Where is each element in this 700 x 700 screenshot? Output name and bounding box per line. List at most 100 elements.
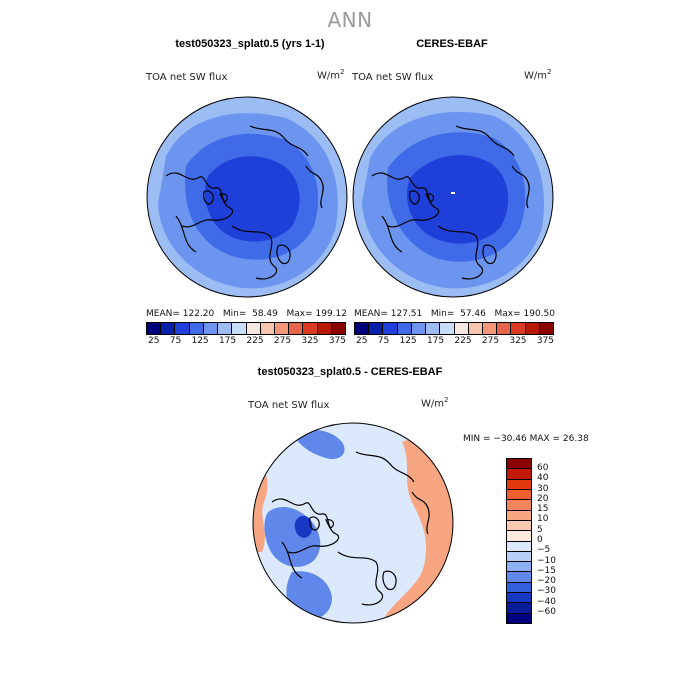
colorbar-tick-label: −10 [537, 555, 556, 566]
colorbar-tick-label: 175 [426, 336, 445, 346]
colorbar-tick-label: 25 [356, 336, 368, 346]
colorbar-model [146, 322, 346, 335]
colorbar-tick-label: 275 [273, 336, 292, 346]
colorbar-tick-label: −20 [537, 576, 556, 587]
colorbar-tick-label: 325 [301, 336, 319, 346]
colorbar-tick-label: 375 [536, 336, 554, 346]
colorbar-swatch [525, 323, 540, 334]
colorbar-tick-label: 275 [481, 336, 500, 346]
diff-fill-cool-strong [294, 515, 313, 538]
colorbar-swatch [482, 323, 498, 334]
colorbar-tick-label: 175 [218, 336, 237, 346]
colorbar-swatch [507, 613, 531, 623]
colorbar-obs [354, 322, 554, 335]
variable-label-diff: TOA net SW flux [248, 400, 330, 411]
colorbar-tick-label: 15 [537, 504, 549, 515]
colorbar-tick-label: 225 [454, 336, 472, 346]
colorbar-swatch [507, 562, 531, 573]
colorbar-swatch [369, 323, 384, 334]
variable-label-obs: TOA net SW flux [352, 72, 434, 83]
diff-fill-cool-upper [292, 429, 345, 460]
colorbar-tick-label: 30 [537, 483, 549, 494]
units-label-model: W/m2 [317, 68, 345, 82]
colorbar-tick-label: 75 [169, 336, 182, 346]
colorbar-swatch [161, 323, 176, 334]
colorbar-swatch [507, 593, 531, 604]
units-label-diff: W/m2 [421, 396, 449, 410]
colorbar-ticks-diff: 60 40 30 20 15 10 5 0 −5 −10 −15 −20 −30 −40 −60 [537, 463, 556, 617]
colorbar-tick-label: 10 [537, 514, 549, 525]
colorbar-swatch [507, 459, 531, 470]
diff-fill-warm-right [382, 423, 453, 623]
colorbar-swatch [468, 323, 483, 334]
colorbar-swatch [383, 323, 398, 334]
colorbar-swatch [175, 323, 190, 334]
colorbar-swatch [317, 323, 332, 334]
colorbar-swatch [507, 510, 531, 521]
colorbar-swatch [507, 489, 531, 501]
colorbar-tick-label: 0 [537, 534, 543, 545]
variable-label-model: TOA net SW flux [146, 72, 228, 83]
map-fill-core [406, 155, 509, 244]
colorbar-tick-label: 325 [509, 336, 527, 346]
colorbar-tick-label: 125 [191, 336, 209, 346]
colorbar-tick-label: 40 [537, 473, 549, 484]
colorbar-tick-label: 225 [246, 336, 264, 346]
polar-map-diff [252, 422, 454, 624]
colorbar-swatch [507, 551, 531, 563]
minmax-diff: MIN = −30.46 MAX = 26.38 [463, 434, 589, 444]
colorbar-swatch [507, 500, 531, 511]
colorbar-swatch [218, 323, 233, 334]
colorbar-tick-label: 20 [537, 493, 549, 504]
colorbar-diff [506, 458, 532, 624]
colorbar-swatch [147, 323, 162, 334]
colorbar-swatch [260, 323, 275, 334]
colorbar-swatch [507, 469, 531, 480]
colorbar-tick-label: −15 [537, 565, 556, 576]
colorbar-swatch [189, 323, 204, 334]
colorbar-swatch [539, 323, 554, 334]
colorbar-swatch [507, 603, 531, 614]
polar-map-obs [352, 96, 554, 298]
colorbar-swatch [440, 323, 455, 334]
colorbar-swatch [454, 323, 469, 334]
colorbar-swatch [511, 323, 526, 334]
colorbar-swatch [232, 323, 247, 334]
colorbar-swatch [507, 582, 531, 594]
colorbar-swatch [507, 479, 531, 490]
colorbar-tick-label: 60 [537, 463, 549, 473]
colorbar-swatch [507, 541, 531, 552]
colorbar-swatch [497, 323, 512, 334]
panel-title-diff: test050323_splat0.5 - CERES-EBAF [257, 366, 443, 378]
colorbar-swatch [411, 323, 427, 334]
coastlines [271, 451, 430, 606]
colorbar-tick-label: 25 [148, 336, 160, 346]
colorbar-tick-label: −5 [537, 545, 551, 556]
colorbar-swatch [507, 520, 531, 532]
map-fill-core [204, 156, 300, 242]
colorbar-swatch [426, 323, 441, 334]
colorbar-swatch [507, 531, 531, 542]
colorbar-swatch [355, 323, 370, 334]
colorbar-tick-label: −40 [537, 596, 556, 607]
colorbar-swatch [397, 323, 412, 334]
colorbar-tick-label: 375 [328, 336, 346, 346]
stats-obs: MEAN= 127.51 Min= 57.46 Max= 190.50 [354, 309, 555, 319]
coastlines [371, 125, 530, 280]
colorbar-ticks-obs: 25 75 125 175 225 275 325 375 [356, 336, 554, 346]
colorbar-swatch [203, 323, 219, 334]
colorbar-swatch [331, 323, 346, 334]
stats-model: MEAN= 122.20 Min= 58.49 Max= 199.12 [146, 309, 347, 319]
colorbar-swatch [303, 323, 318, 334]
polar-map-model [146, 96, 348, 298]
colorbar-tick-label: 125 [399, 336, 417, 346]
colorbar-swatch [246, 323, 261, 334]
units-label-obs: W/m2 [524, 68, 552, 82]
coastlines [165, 125, 324, 280]
colorbar-tick-label: 5 [537, 524, 543, 535]
colorbar-tick-label: 75 [377, 336, 390, 346]
colorbar-ticks-model: 25 75 125 175 225 275 325 375 [148, 336, 346, 346]
figure-title: ANN [327, 8, 373, 32]
colorbar-swatch [274, 323, 290, 334]
pole-hole [451, 192, 455, 194]
